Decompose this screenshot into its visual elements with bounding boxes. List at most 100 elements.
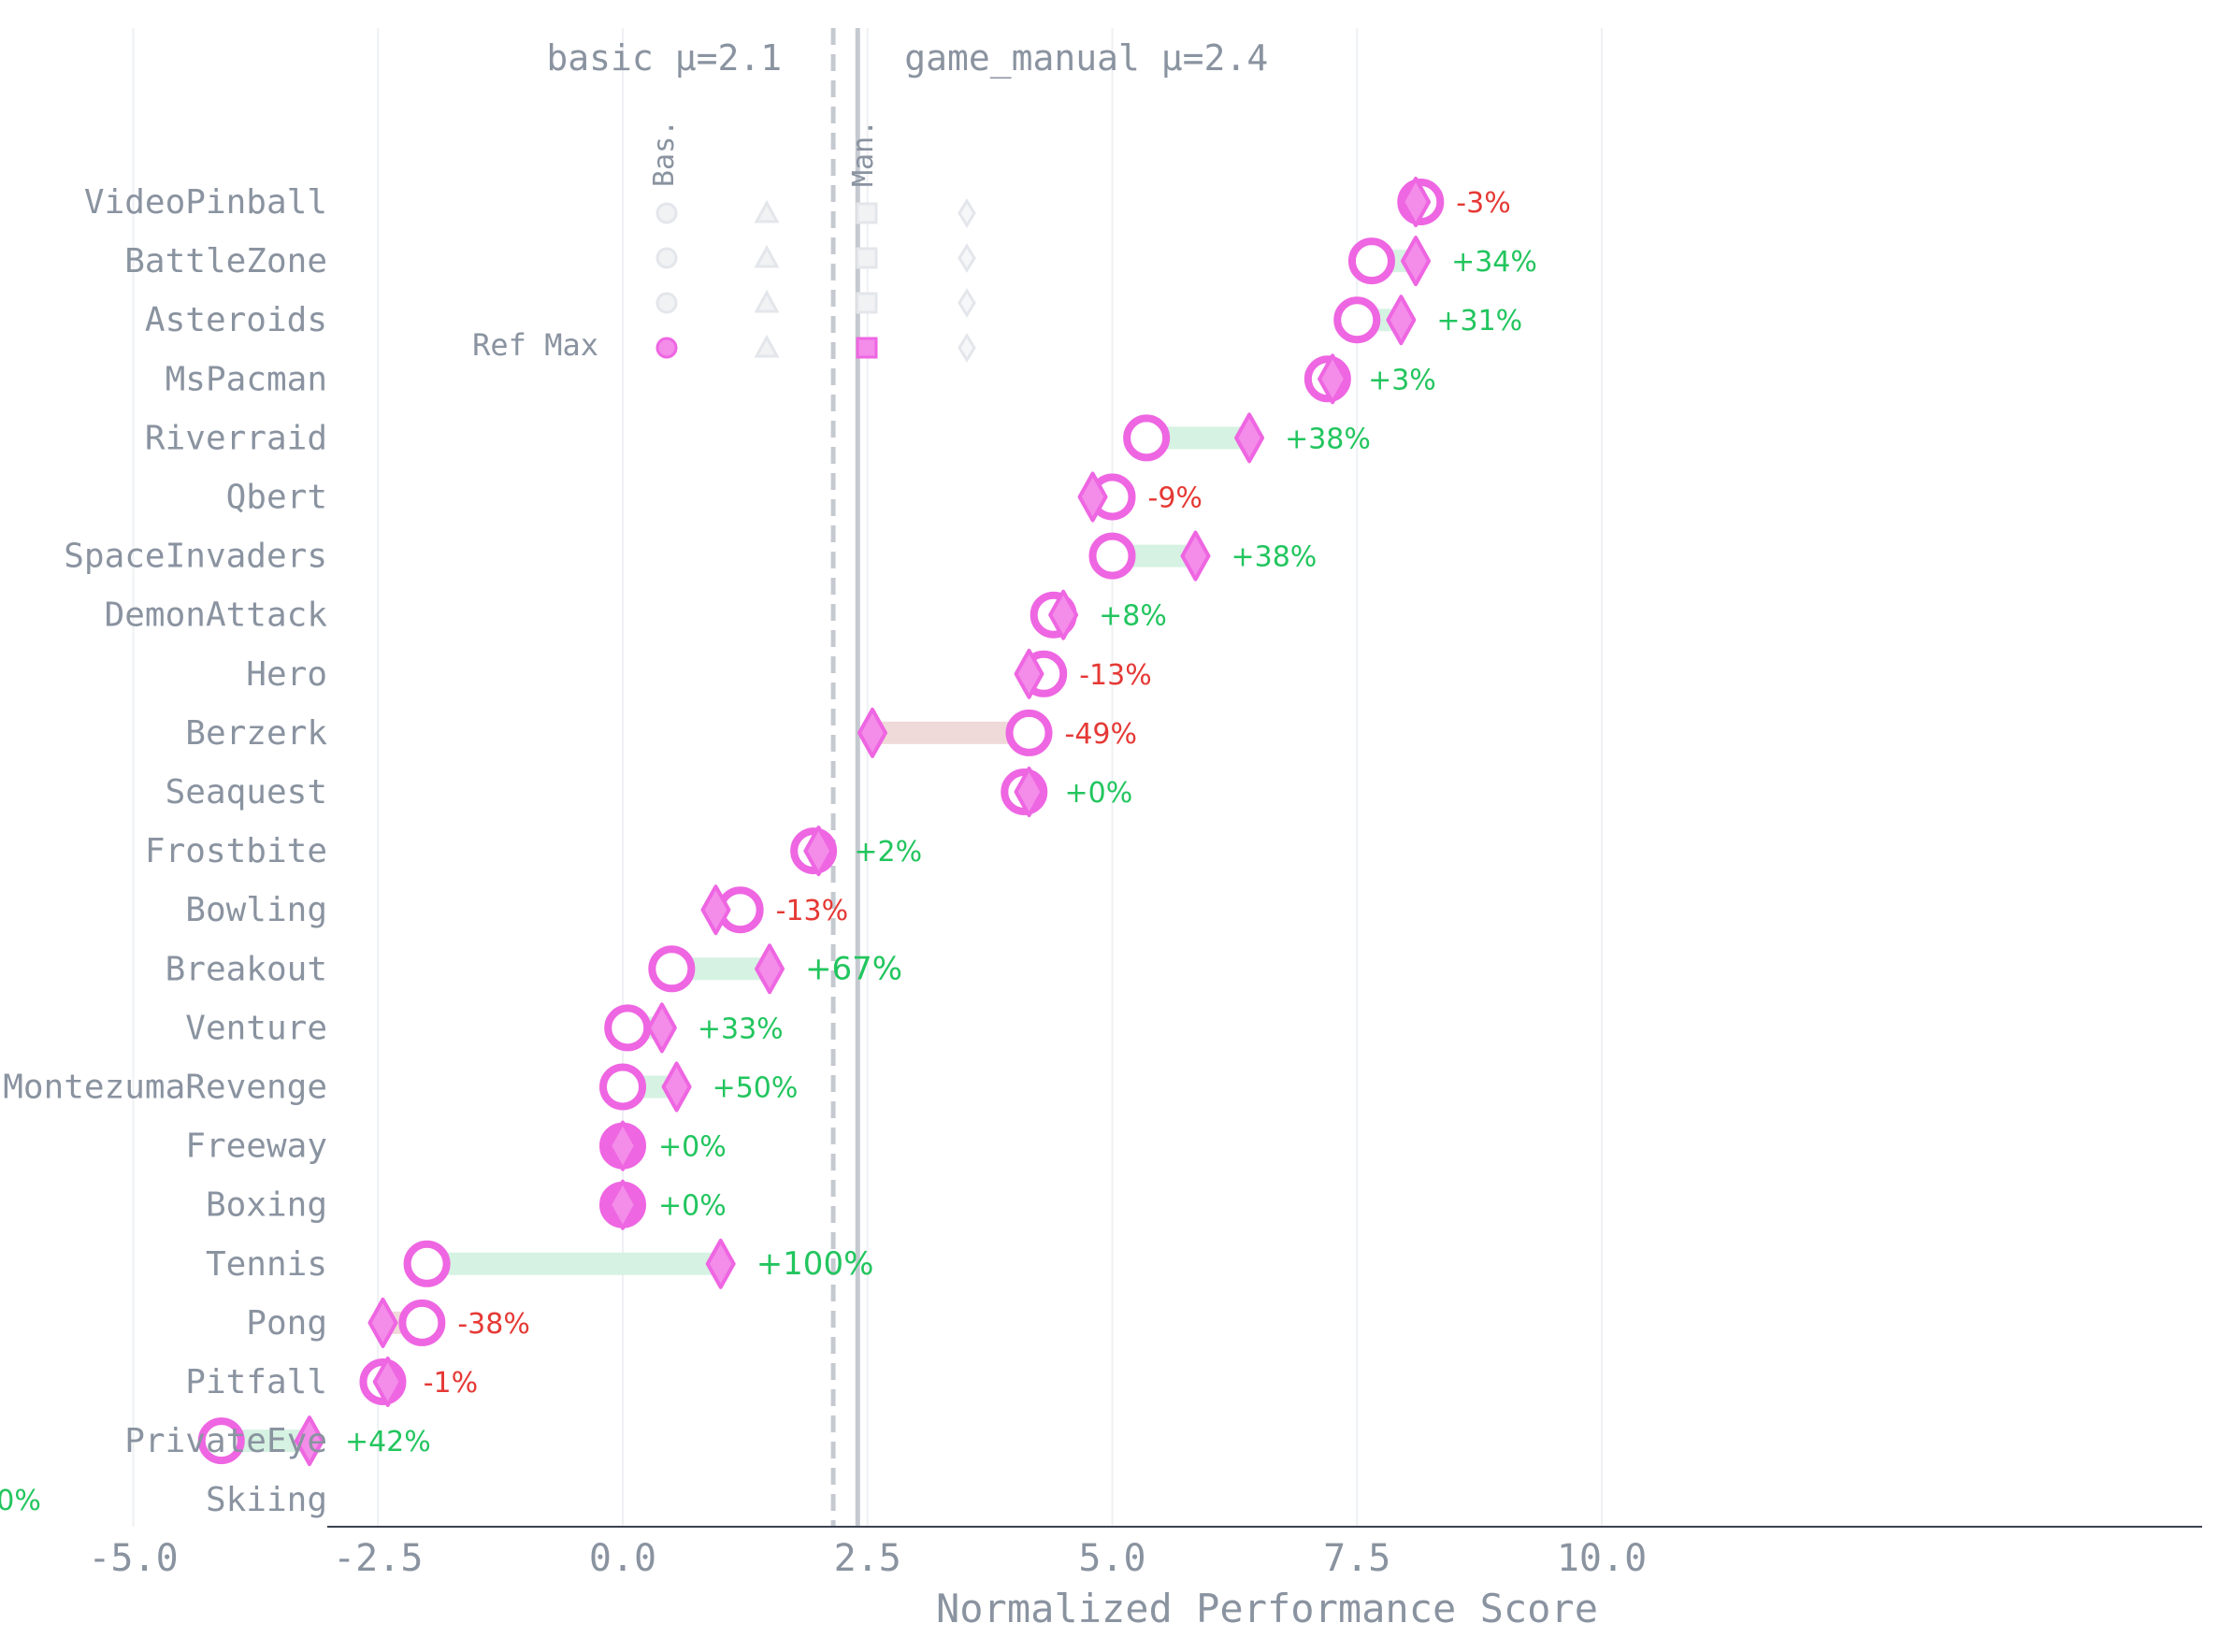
change-label: +8% [1099, 600, 1167, 633]
change-labels: -3% +34% +31%+3% +38% -9% +38% +8% -13% -49% +0% +… [0, 187, 1537, 1517]
legend-square-icon [856, 292, 878, 314]
change-label: +0% [658, 1190, 727, 1223]
change-label: +42% [345, 1426, 431, 1458]
y-tick-label: Hero [246, 655, 327, 694]
manual-point [705, 1238, 736, 1289]
manual-point [294, 1415, 324, 1467]
manual-point [755, 943, 785, 995]
legend-row-label: Ref Max [472, 327, 598, 363]
change-label: +67% [805, 950, 902, 987]
basic-point [604, 1004, 652, 1052]
legend-diamond-icon [958, 243, 976, 273]
legend-circle-icon [655, 202, 678, 224]
y-tick-label: Venture [185, 1009, 327, 1047]
change-label: -1% [424, 1367, 478, 1400]
manual-point [1401, 177, 1432, 227]
change-label: +38% [1231, 541, 1317, 574]
legend-square-icon [856, 337, 878, 359]
legend-basic-label: Bas. [648, 120, 681, 187]
legend: Bas. Man. Ref Max [472, 120, 976, 363]
manual-point [700, 884, 731, 936]
legend-circle-icon [655, 292, 678, 314]
legend-square-icon [856, 247, 878, 269]
change-label: -9% [1148, 482, 1203, 515]
basic-point [1123, 414, 1171, 462]
legend-triangle-icon [754, 244, 780, 268]
y-axis-labels: VideoPinball BattleZone Asteroids MsPacman R… [3, 183, 327, 1519]
y-tick-label: Riverraid [145, 419, 327, 457]
manual-point [372, 1357, 403, 1407]
x-axis-label: Normalized Performance Score [936, 1586, 1598, 1631]
manual-point [367, 1297, 398, 1348]
manual-point [1014, 648, 1044, 699]
change-label: +34% [1451, 246, 1537, 279]
y-tick-label: Boxing [206, 1186, 327, 1225]
basic-point [599, 1063, 646, 1111]
y-tick-label: Breakout [166, 950, 327, 988]
legend-triangle-icon [754, 334, 780, 358]
legend-triangle-icon [754, 199, 780, 223]
legend-circle-icon [655, 247, 678, 269]
y-tick-label: DemonAttack [105, 596, 328, 635]
x-tick-label: 5.0 [1078, 1537, 1145, 1580]
y-tick-label: Seaquest [166, 773, 327, 812]
mean-lines: basic μ=2.1 game_manual μ=2.4 [546, 28, 1268, 1527]
basic-point [1005, 709, 1053, 756]
y-tick-label: Asteroids [145, 301, 327, 339]
manual-point [1386, 294, 1417, 346]
change-label: -49% [1065, 718, 1138, 751]
change-label: +50% [713, 1072, 799, 1105]
legend-square-icon [856, 202, 878, 224]
x-tick-label: -2.5 [333, 1537, 423, 1580]
y-tick-label: VideoPinball [84, 183, 327, 222]
manual-point [1318, 353, 1348, 405]
manual-point [1014, 767, 1044, 817]
y-tick-label: MontezumaRevenge [3, 1069, 327, 1107]
y-tick-label: Bowling [185, 891, 327, 929]
data-points [197, 177, 1445, 1467]
manual-point [1401, 236, 1432, 287]
change-label: +33% [698, 1013, 784, 1045]
y-tick-label: Frostbite [145, 832, 327, 870]
y-tick-label: SpaceInvaders [64, 538, 327, 576]
legend-diamond-icon [958, 333, 976, 363]
manual-point [1077, 471, 1108, 523]
x-tick-label: 10.0 [1557, 1537, 1647, 1580]
change-label: +2% [854, 836, 922, 869]
y-tick-label: BattleZone [124, 242, 327, 280]
change-label: +0% [0, 1485, 41, 1517]
x-axis: Normalized Performance Score -7.5-5.0-2.… [88, 1526, 2202, 1631]
manual-point [857, 707, 887, 758]
change-label: +100% [756, 1245, 874, 1283]
y-tick-label: Tennis [206, 1245, 327, 1284]
manual-point [1180, 530, 1211, 582]
manual-point [608, 1120, 638, 1171]
manual-point [661, 1061, 692, 1113]
basic-point [403, 1240, 451, 1287]
change-label: +0% [1065, 777, 1133, 810]
change-label: +0% [658, 1131, 727, 1164]
basic-point [1333, 296, 1381, 344]
basic-point [1088, 532, 1136, 580]
x-tick-label: 7.5 [1323, 1537, 1390, 1580]
manual-point [803, 826, 834, 877]
legend-diamond-icon [958, 288, 976, 318]
y-tick-label: Qbert [226, 479, 327, 517]
change-label: -38% [457, 1308, 530, 1341]
manual-point [608, 1179, 638, 1230]
manual-point [1234, 412, 1265, 464]
basic-point [197, 1417, 245, 1465]
legend-triangle-icon [754, 289, 780, 313]
manual-point [646, 1002, 677, 1054]
y-tick-label: Berzerk [185, 714, 327, 753]
legend-manual-label: Man. [847, 120, 880, 187]
basic-point [648, 945, 696, 993]
change-label: -3% [1456, 187, 1510, 220]
change-label: +31% [1436, 305, 1522, 338]
legend-diamond-icon [958, 198, 976, 228]
y-tick-label: MsPacman [166, 360, 327, 398]
mean-label: game_manual μ=2.4 [904, 37, 1268, 79]
y-tick-label: Pitfall [185, 1363, 327, 1401]
x-tick-label: 0.0 [589, 1537, 656, 1580]
